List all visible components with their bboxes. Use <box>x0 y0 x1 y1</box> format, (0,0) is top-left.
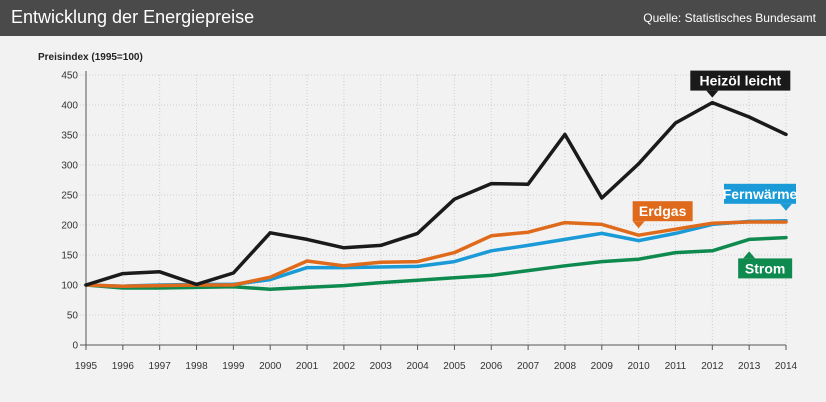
x-tick-label: 2002 <box>333 361 356 372</box>
label-pointer <box>706 90 719 98</box>
x-tick-label: 2010 <box>628 361 651 372</box>
series-label-heiz-l-leicht: Heizöl leicht <box>690 70 791 98</box>
label-box <box>690 70 791 91</box>
x-tick-label: 2014 <box>775 361 798 372</box>
x-tick-label: 2004 <box>406 361 429 372</box>
x-tick-label: 2012 <box>701 361 724 372</box>
label-pointer <box>780 203 792 211</box>
label-text: Fernwärme <box>723 186 798 202</box>
x-tick-label: 1995 <box>75 361 98 372</box>
label-text: Heizöl leicht <box>699 73 781 89</box>
series-label-erdgas: Erdgas <box>632 201 693 229</box>
series-line-erdgas <box>84 220 788 288</box>
x-tick-label: 2007 <box>517 361 540 372</box>
label-box <box>632 201 693 222</box>
x-tick-label: 1998 <box>185 361 208 372</box>
x-tick-label: 2001 <box>296 361 319 372</box>
y-tick-label: 250 <box>61 191 78 202</box>
x-tick-label: 2000 <box>259 361 282 372</box>
label-box <box>724 183 796 204</box>
series-line-heiz-l-leicht <box>84 100 788 287</box>
y-tick-label: 150 <box>61 251 78 262</box>
header-bar: Entwicklung der Energiepreise Quelle: St… <box>0 0 826 36</box>
x-tick-label: 2011 <box>665 361 687 372</box>
x-tick-label: 1996 <box>112 361 135 372</box>
series-label-fernw-rme: Fernwärme <box>723 183 798 211</box>
y-tick-label: 350 <box>61 131 78 142</box>
label-pointer <box>632 221 645 229</box>
y-tick-label: 300 <box>61 161 78 172</box>
x-tick-label: 2009 <box>591 361 614 372</box>
x-tick-label: 1997 <box>149 361 172 372</box>
label-text: Erdgas <box>639 203 687 219</box>
x-tick-label: 2008 <box>554 361 577 372</box>
x-tick-label: 1999 <box>222 361 245 372</box>
x-tick-label: 2013 <box>738 361 761 372</box>
source-note: Quelle: Statistisches Bundesamt <box>643 11 816 25</box>
y-tick-label: 200 <box>61 221 78 232</box>
x-tick-label: 2006 <box>480 361 503 372</box>
label-text: Strom <box>745 260 785 276</box>
y-tick-label: 400 <box>61 101 78 112</box>
chart-title: Entwicklung der Energiepreise <box>11 7 255 27</box>
label-pointer <box>743 251 756 259</box>
x-tick-label: 2003 <box>370 361 393 372</box>
series-label-strom: Strom <box>738 251 793 279</box>
y-tick-label: 0 <box>72 341 78 352</box>
y-tick-label: 50 <box>67 311 79 322</box>
label-box <box>738 258 793 279</box>
x-tick-label: 2005 <box>443 361 466 372</box>
y-tick-label: 100 <box>61 281 78 292</box>
series-line-strom <box>84 235 788 291</box>
y-tick-label: 450 <box>61 71 78 82</box>
y-axis-title: Preisindex (1995=100) <box>38 52 143 63</box>
